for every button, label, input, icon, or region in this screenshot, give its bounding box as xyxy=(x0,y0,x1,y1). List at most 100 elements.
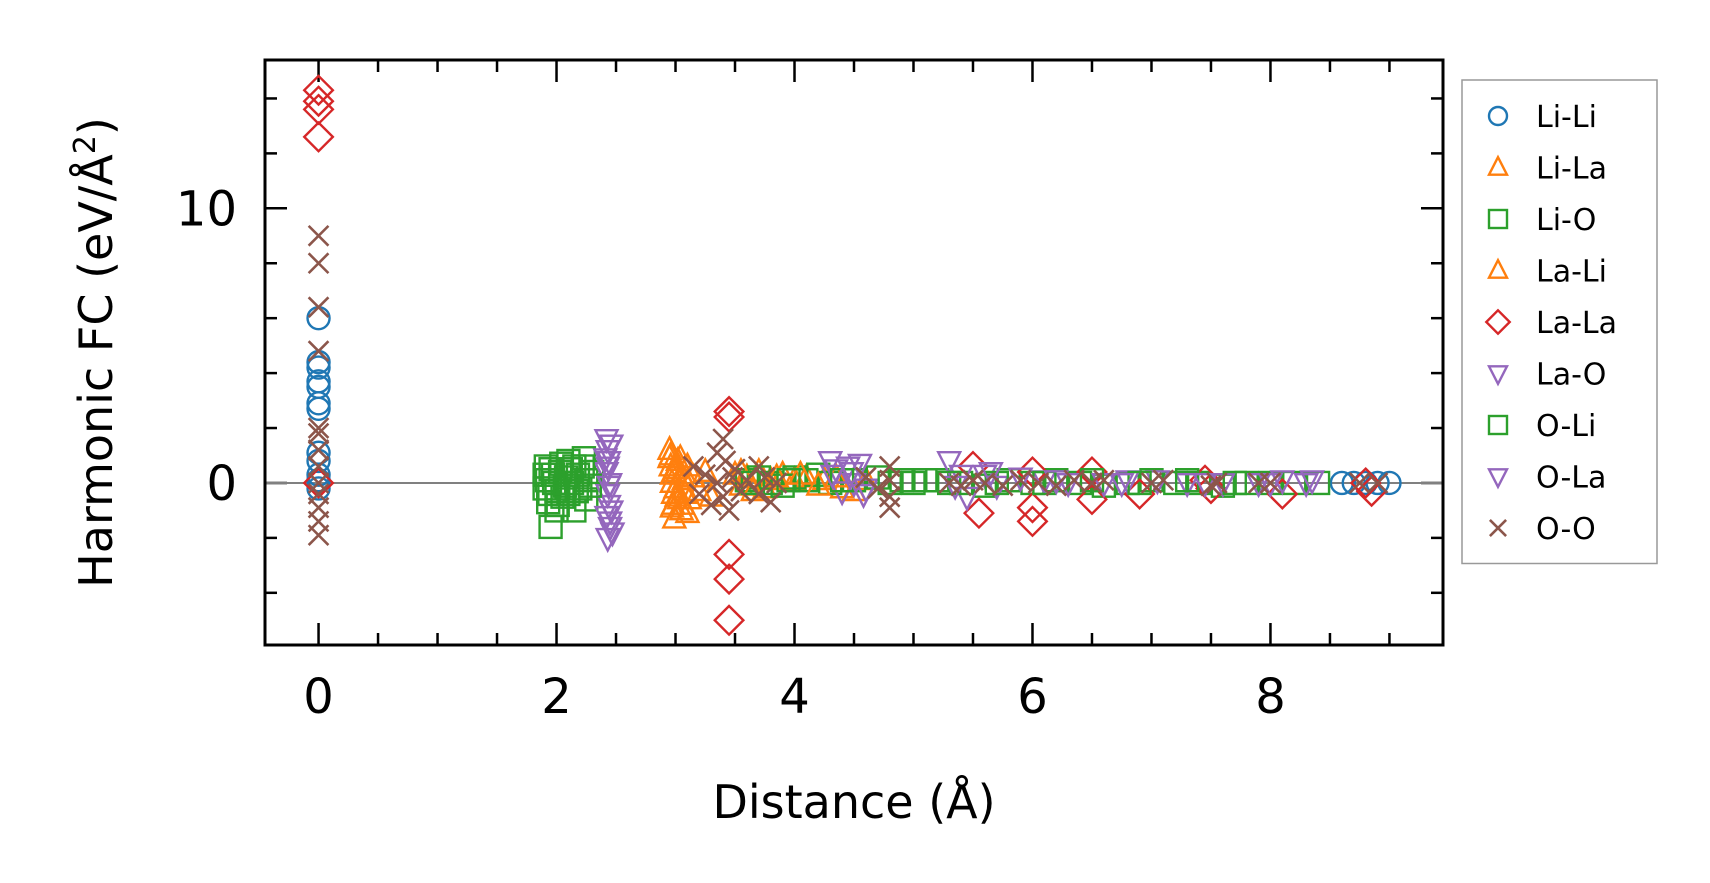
x-tick-label: 2 xyxy=(541,669,572,725)
data-point-la-la xyxy=(302,85,335,118)
data-point-la-la xyxy=(302,466,335,499)
x-tick-label: 6 xyxy=(1017,669,1048,725)
legend-item: O-La xyxy=(1487,461,1606,496)
data-point-o-o xyxy=(307,472,330,494)
data-point-o-o xyxy=(307,224,330,247)
data-point-o-la xyxy=(1108,472,1135,499)
data-point-la-la xyxy=(1016,491,1049,524)
data-point-o-la xyxy=(1257,472,1284,499)
data-point-o-la xyxy=(1043,470,1070,496)
legend-item: La-O xyxy=(1487,358,1606,393)
data-point-la-o xyxy=(829,481,856,507)
data-point-o-o xyxy=(712,485,734,508)
data-point-la-o xyxy=(846,453,873,480)
plot-frame xyxy=(263,58,1445,647)
data-point-o-o xyxy=(1093,469,1115,492)
data-point-la-li xyxy=(669,489,696,515)
data-point-o-o xyxy=(1366,472,1389,494)
minor-ticks xyxy=(265,60,1443,645)
data-point-o-o xyxy=(712,428,734,450)
data-point-li-li xyxy=(306,355,331,380)
data-point-o-la xyxy=(594,456,621,482)
data-point-o-o xyxy=(307,417,330,439)
data-point-la-la xyxy=(302,93,335,126)
data-point-la-o xyxy=(598,434,625,460)
data-point-la-li xyxy=(805,470,832,496)
data-point-la-la xyxy=(713,395,746,428)
legend-item: La-Li xyxy=(1487,255,1607,290)
series-la-la xyxy=(302,74,1388,637)
data-point-o-o xyxy=(950,474,972,497)
data-point-la-li xyxy=(661,456,688,482)
legend-label: Li-La xyxy=(1536,152,1607,187)
x-axis-label: Distance (Å) xyxy=(712,775,995,829)
data-point-o-o xyxy=(747,455,770,478)
series-o-o xyxy=(307,224,1389,546)
data-point-o-li xyxy=(913,468,938,493)
data-point-o-o xyxy=(1009,469,1032,492)
data-point-o-o xyxy=(1206,472,1228,494)
data-point-li-li xyxy=(306,305,331,331)
y-axis-label-main: Harmonic FC (eV/Å xyxy=(69,154,123,588)
data-point-li-li xyxy=(306,391,331,416)
data-point-o-o xyxy=(759,491,782,514)
data-point-o-la xyxy=(977,461,1004,488)
data-point-la-la xyxy=(713,604,746,637)
data-point-la-la xyxy=(1075,483,1108,516)
legend-label: O-O xyxy=(1536,512,1596,547)
data-point-o-o xyxy=(1259,472,1282,494)
x-tick-label: 0 xyxy=(303,669,334,725)
data-point-o-o xyxy=(1348,472,1371,494)
data-point-o-o xyxy=(1045,474,1068,497)
data-point-o-o xyxy=(307,422,330,445)
legend-label: La-La xyxy=(1536,306,1617,341)
legend-label: Li-O xyxy=(1536,203,1596,238)
data-point-o-o xyxy=(718,499,740,522)
legend-item: Li-Li xyxy=(1487,100,1597,135)
legend-marker xyxy=(1487,468,1509,490)
series-la-li xyxy=(657,440,850,518)
legend-marker xyxy=(1487,154,1509,176)
legend-item: Li-La xyxy=(1487,152,1607,187)
data-point-o-o xyxy=(1063,469,1085,492)
data-point-o-la xyxy=(819,464,846,490)
data-point-li-li xyxy=(306,396,331,422)
data-point-o-o xyxy=(307,296,330,319)
data-point-o-o xyxy=(747,483,770,505)
legend-marker xyxy=(1487,105,1509,127)
data-point-o-o xyxy=(700,494,723,516)
y-axis-label: Harmonic FC (eV/Å2) xyxy=(68,117,124,588)
data-point-o-la xyxy=(592,448,619,474)
data-point-la-la xyxy=(713,563,746,596)
legend-label: La-O xyxy=(1536,358,1606,393)
legend: Li-Li Li-La Li-O La-Li La-La La-O O-Li O-La O-O xyxy=(1461,79,1658,565)
data-point-o-o xyxy=(765,472,788,494)
legend-marker xyxy=(1487,257,1509,279)
y-tick-labels: 0 10 xyxy=(176,181,237,512)
y-tick-label: 0 xyxy=(206,456,237,512)
data-point-la-la xyxy=(1194,472,1227,505)
data-point-li-la xyxy=(656,434,683,460)
data-point-o-li xyxy=(564,478,589,504)
data-point-o-o xyxy=(307,524,330,546)
data-point-o-li xyxy=(570,454,595,479)
data-point-o-o xyxy=(307,252,330,275)
data-point-la-o xyxy=(817,450,844,477)
legend-item: O-Li xyxy=(1487,409,1596,444)
data-point-la-la xyxy=(302,120,335,153)
data-point-o-li xyxy=(545,492,570,518)
legend-marker xyxy=(1488,518,1508,538)
data-point-o-li xyxy=(776,468,801,493)
data-point-o-o xyxy=(1200,474,1222,497)
data-point-o-li xyxy=(1222,470,1247,496)
plot-markers xyxy=(302,74,1402,637)
data-point-o-o xyxy=(706,472,728,494)
legend-label: La-Li xyxy=(1536,255,1607,290)
legend-box xyxy=(1461,79,1658,565)
data-point-o-o xyxy=(878,485,901,508)
data-point-la-o xyxy=(1007,467,1034,493)
data-point-o-li xyxy=(577,473,603,498)
data-point-o-o xyxy=(878,469,901,492)
data-point-la-la xyxy=(1016,505,1049,538)
data-point-la-o xyxy=(599,522,626,548)
